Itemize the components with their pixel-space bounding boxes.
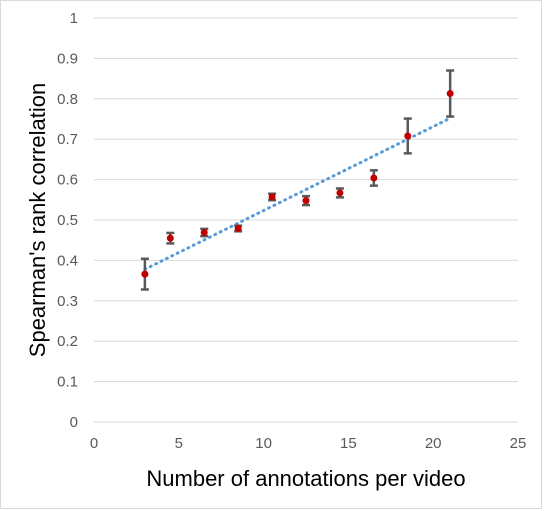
data-point bbox=[370, 174, 378, 182]
data-point bbox=[200, 229, 208, 237]
y-tick-label: 0.9 bbox=[57, 50, 78, 67]
data-point bbox=[141, 270, 149, 278]
y-tick-label: 0.1 bbox=[57, 374, 78, 391]
y-axis-title: Spearman's rank correlation bbox=[25, 83, 50, 357]
data-point bbox=[446, 90, 454, 98]
x-axis-title: Number of annotations per video bbox=[146, 466, 465, 491]
data-point bbox=[166, 234, 174, 242]
data-point bbox=[268, 193, 276, 201]
data-point bbox=[302, 197, 310, 205]
y-tick-label: 0.5 bbox=[57, 212, 78, 229]
data-point bbox=[234, 224, 242, 232]
y-tick-label: 0.7 bbox=[57, 131, 78, 148]
x-tick-label: 15 bbox=[340, 435, 357, 452]
y-tick-label: 0.3 bbox=[57, 293, 78, 310]
y-tick-label: 0.4 bbox=[57, 252, 78, 269]
y-tick-label: 1 bbox=[70, 10, 78, 27]
y-tick-label: 0 bbox=[70, 414, 78, 431]
y-tick-label: 0.2 bbox=[57, 333, 78, 350]
x-tick-label: 10 bbox=[255, 435, 272, 452]
data-point bbox=[404, 132, 412, 140]
data-point bbox=[336, 189, 344, 197]
x-tick-label: 5 bbox=[175, 435, 183, 452]
y-tick-label: 0.8 bbox=[57, 91, 78, 108]
x-tick-label: 0 bbox=[90, 435, 98, 452]
x-tick-label: 25 bbox=[510, 435, 527, 452]
y-tick-label: 0.6 bbox=[57, 172, 78, 189]
x-tick-label: 20 bbox=[425, 435, 442, 452]
trendline bbox=[143, 116, 452, 271]
